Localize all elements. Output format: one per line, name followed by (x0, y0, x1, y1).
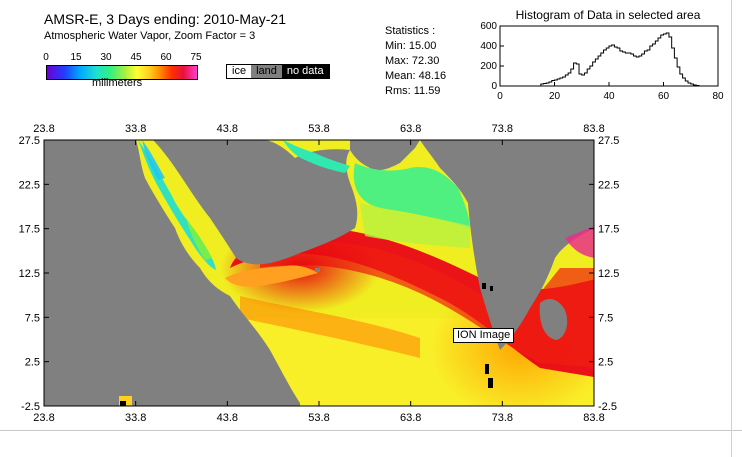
map-lon-label-bottom: 23.8 (33, 412, 54, 424)
colorbar (46, 65, 198, 80)
map-lat-label-left: 22.5 (19, 179, 40, 191)
statistics-heading: Statistics : (385, 25, 436, 37)
histogram-x-tick-label: 40 (603, 91, 615, 102)
map-lon-label-bottom: 73.8 (492, 412, 513, 424)
map-lon-label-top: 63.8 (400, 123, 421, 135)
histogram-line (540, 32, 700, 86)
bottom-divider (0, 430, 742, 431)
persian-gulf (283, 140, 350, 173)
map-lat-label-left: 2.5 (25, 357, 40, 369)
histogram-x-tick-label: 20 (549, 91, 561, 102)
histogram-y-tick-label: 0 (491, 81, 497, 92)
map-lat-label-right: 27.5 (598, 135, 619, 147)
sri-lanka (539, 298, 568, 340)
map-lat-label-left: 27.5 (19, 135, 40, 147)
map-lat-label-left: -2.5 (21, 401, 40, 413)
map-lon-label-top: 23.8 (33, 123, 54, 135)
colorbar-unit: milimeters (92, 77, 143, 89)
map-lat-label-left: 17.5 (19, 224, 40, 236)
map-field (44, 140, 594, 406)
map-lon-label-bottom: 33.8 (125, 412, 146, 424)
bay-of-bengal-edge (565, 226, 594, 258)
map-lat-label-right: 22.5 (598, 179, 619, 191)
gulf-of-oman (353, 163, 470, 228)
histogram-title: Histogram of Data in selected area (516, 8, 701, 22)
map-lon-label-top: 73.8 (492, 123, 513, 135)
colorbar-tick: 0 (43, 52, 49, 63)
histogram-x-tick-label: 80 (712, 91, 724, 102)
page-title: AMSR-E, 3 Days ending: 2010-May-21 (44, 11, 286, 27)
map-lat-label-right: 2.5 (598, 357, 613, 369)
colorbar-ticks: 0 15 30 45 60 75 (40, 52, 202, 64)
arabian-peninsula (153, 140, 358, 265)
colorbar-tick: 75 (190, 52, 202, 63)
statistics-panel: Statistics : Min: 15.00 Max: 72.30 Mean:… (385, 24, 446, 99)
histogram-y-tick-label: 200 (480, 61, 497, 72)
map-lat-label-right: -2.5 (598, 401, 617, 413)
map-ticks: 23.8 23.8 33.8 33.8 43.8 43.8 53.8 53.8 63.8 63.8… (19, 123, 620, 424)
statistics-mean: Mean: 48.16 (385, 70, 447, 82)
map-lon-label-top: 53.8 (308, 123, 329, 135)
water-vapor-map[interactable]: 23.8 23.8 33.8 33.8 43.8 43.8 53.8 53.8 63.8 63.8… (0, 118, 742, 430)
histogram-chart: Histogram of Data in selected area 0 20 40… (480, 8, 724, 102)
page-subtitle: Atmospheric Water Vapor, Zoom Factor = 3 (44, 30, 256, 42)
gulf-of-aden (225, 265, 318, 287)
map-lon-label-top: 43.8 (217, 123, 238, 135)
legend-land: land (251, 65, 282, 78)
map-lon-label-bottom: 43.8 (217, 412, 238, 424)
map-lat-label-right: 17.5 (598, 224, 619, 236)
ion-image-label[interactable]: ION Image (453, 328, 515, 343)
africa-arabia-landmass (44, 140, 300, 406)
iran-coast (350, 140, 420, 171)
histogram-x-tick-label: 60 (658, 91, 670, 102)
map-lon-label-bottom: 83.8 (583, 412, 604, 424)
colorbar-tick: 60 (160, 52, 172, 63)
map-lon-label-top: 83.8 (583, 123, 604, 135)
map-lat-label-right: 7.5 (598, 312, 613, 324)
histogram-y-tick-label: 400 (480, 41, 497, 52)
histogram-x-tick-label: 0 (497, 91, 503, 102)
right-divider (731, 0, 732, 457)
colorbar-tick: 30 (100, 52, 112, 63)
statistics-min: Min: 15.00 (385, 40, 437, 52)
statistics-rms: Rms: 11.59 (385, 85, 441, 97)
map-lat-label-left: 7.5 (25, 312, 40, 324)
indian-subcontinent (420, 140, 594, 350)
map-lon-label-bottom: 63.8 (400, 412, 421, 424)
histogram-frame (499, 25, 719, 87)
histogram-y-tick-label: 600 (480, 21, 497, 32)
colorbar-tick: 15 (70, 52, 82, 63)
map-lat-label-right: 12.5 (598, 268, 619, 280)
map-lon-label-bottom: 53.8 (308, 412, 329, 424)
map-lat-label-left: 12.5 (19, 268, 40, 280)
map-lon-label-top: 33.8 (125, 123, 146, 135)
statistics-max: Max: 72.30 (385, 55, 440, 67)
legend-no-data: no data (281, 65, 329, 78)
colorbar-tick: 45 (130, 52, 142, 63)
legend-ice: ice (227, 65, 252, 78)
surface-legend: ice land no data (226, 64, 330, 79)
